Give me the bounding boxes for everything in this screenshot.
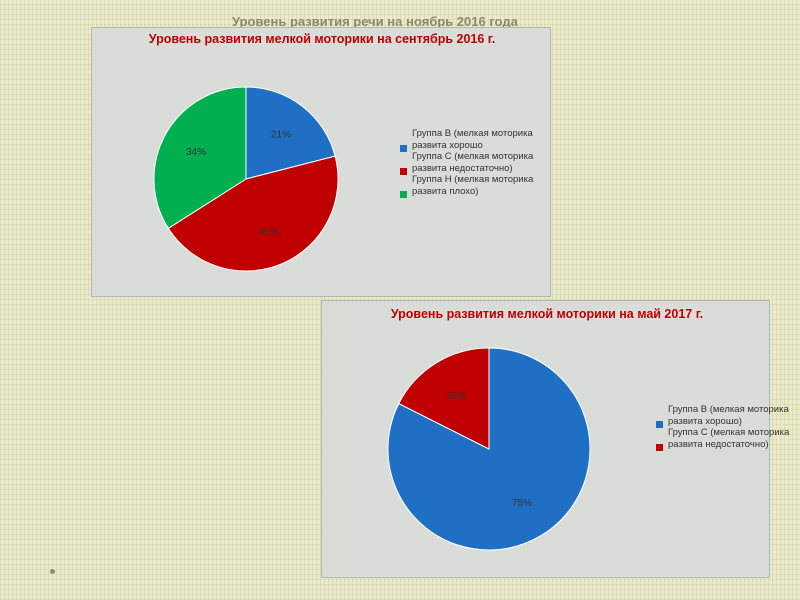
legend-swatch xyxy=(656,444,663,451)
legend-label: Группа С (мелкая моторика развита недост… xyxy=(412,151,534,174)
chart-title: Уровень развития мелкой моторики на сент… xyxy=(148,32,496,46)
legend-item-group-s: Группа С (мелкая моторика развита недост… xyxy=(400,151,562,175)
pie-chart-may-2017: 75% 16% xyxy=(387,347,591,551)
legend-item-group-v: Группа В (мелкая моторика развита хорошо xyxy=(400,128,562,152)
data-label-group-v: 75% xyxy=(512,498,532,509)
legend-label: Группа С (мелкая моторика развита недост… xyxy=(668,427,790,450)
chart-panel-september-2016: Уровень развития мелкой моторики на сент… xyxy=(91,27,551,297)
pie-slice-group-v xyxy=(245,86,336,180)
legend-item-group-n: Группа Н (мелкая моторика развита плохо) xyxy=(400,174,562,198)
legend-item-group-v: Группа В (мелкая моторика развита хорошо… xyxy=(656,404,800,428)
pie-slice-group-s xyxy=(398,347,490,450)
pie-slice-group-s xyxy=(167,155,339,272)
legend-label: Группа Н (мелкая моторика развита плохо) xyxy=(412,174,534,197)
slide-bullet xyxy=(50,569,55,574)
chart-legend: Группа В (мелкая моторика развита хорошо… xyxy=(656,404,800,451)
legend-swatch xyxy=(400,168,407,175)
legend-swatch xyxy=(400,191,407,198)
legend-label: Группа В (мелкая моторика развита хорошо… xyxy=(668,404,789,427)
pie-slice-group-n xyxy=(153,86,247,229)
legend-item-group-s: Группа С (мелкая моторика развита недост… xyxy=(656,427,800,451)
legend-swatch xyxy=(656,421,663,428)
chart-legend: Группа В (мелкая моторика развита хорошо… xyxy=(400,128,562,198)
chart-title: Уровень развития мелкой моторики на май … xyxy=(390,307,704,321)
data-label-group-s: 16% xyxy=(446,391,466,402)
pie-chart-september-2016: 21% 45% 34% xyxy=(153,86,339,272)
legend-swatch xyxy=(400,145,407,152)
legend-label: Группа В (мелкая моторика развита хорошо xyxy=(412,128,533,151)
data-label-group-s: 45% xyxy=(259,227,279,238)
chart-panel-may-2017: Уровень развития мелкой моторики на май … xyxy=(321,300,789,578)
data-label-group-v: 21% xyxy=(271,129,291,140)
data-label-group-n: 34% xyxy=(186,147,206,158)
slide-title: Уровень развития речи на ноябрь 2016 год… xyxy=(232,14,518,29)
